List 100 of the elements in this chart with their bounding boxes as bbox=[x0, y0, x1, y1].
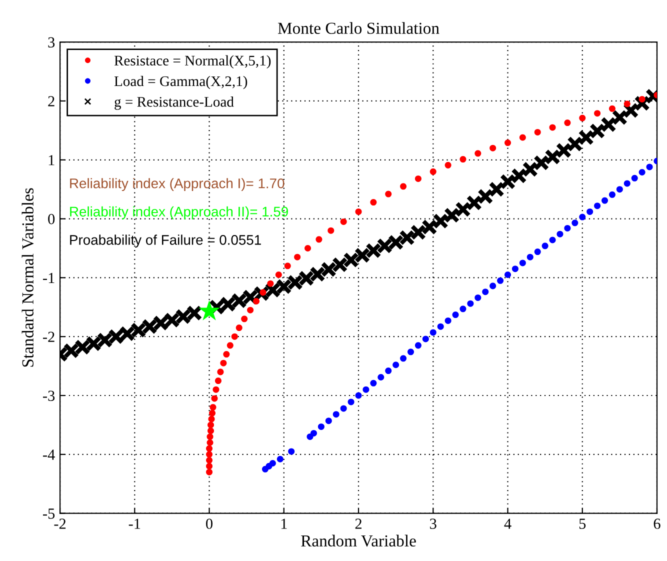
point bbox=[612, 110, 628, 126]
point bbox=[608, 105, 616, 112]
point bbox=[490, 144, 496, 152]
point bbox=[579, 114, 586, 122]
annotation: Reliability index (Approach II)= 1.59 bbox=[70, 206, 288, 220]
point bbox=[572, 220, 578, 226]
y-tick-label: -4 bbox=[43, 450, 55, 460]
point bbox=[206, 439, 214, 446]
point bbox=[482, 288, 489, 296]
point bbox=[226, 342, 234, 349]
point bbox=[206, 457, 213, 464]
point bbox=[624, 100, 630, 108]
point bbox=[624, 180, 630, 187]
point bbox=[504, 140, 512, 146]
point bbox=[231, 333, 238, 340]
point bbox=[206, 445, 213, 452]
point bbox=[208, 416, 215, 422]
point bbox=[378, 374, 384, 380]
point bbox=[490, 282, 496, 290]
point bbox=[460, 306, 466, 312]
legend-label: Load = Gamma(X,2,1) bbox=[114, 76, 248, 90]
point bbox=[332, 411, 340, 418]
point bbox=[542, 242, 548, 250]
x-tick-label: 4 bbox=[504, 518, 512, 529]
point bbox=[206, 468, 213, 476]
point bbox=[400, 183, 407, 190]
point bbox=[385, 190, 392, 198]
point bbox=[253, 298, 260, 305]
point bbox=[467, 300, 474, 307]
point bbox=[589, 123, 606, 139]
x-tick-label: 5 bbox=[579, 518, 586, 529]
point bbox=[519, 260, 526, 266]
point bbox=[288, 448, 295, 455]
y-tick-label: 2 bbox=[48, 96, 54, 106]
x-axis-title: Random Variable bbox=[301, 534, 416, 547]
y-tick-label: -2 bbox=[43, 332, 54, 342]
point bbox=[594, 110, 601, 117]
y-axis-title: Standard Normal Variables bbox=[22, 188, 34, 367]
point bbox=[206, 433, 214, 440]
point bbox=[556, 142, 572, 158]
point bbox=[385, 368, 392, 374]
point bbox=[414, 342, 422, 349]
point bbox=[579, 214, 586, 220]
annotation: Reliability index (Approach I)= 1.70 bbox=[70, 178, 284, 192]
legend-label: g = Resistance-Load bbox=[114, 96, 234, 110]
point bbox=[214, 378, 222, 384]
point bbox=[407, 348, 414, 356]
point bbox=[370, 380, 377, 386]
point bbox=[474, 294, 482, 301]
point bbox=[304, 244, 312, 252]
point bbox=[460, 156, 466, 163]
x-tick-label: -1 bbox=[128, 518, 140, 529]
y-tick-label: -1 bbox=[43, 272, 54, 283]
point bbox=[355, 392, 362, 399]
x-tick-label: 3 bbox=[430, 518, 436, 529]
point bbox=[608, 191, 616, 198]
point bbox=[370, 199, 377, 206]
point bbox=[206, 462, 213, 470]
y-tick-label: 0 bbox=[48, 214, 55, 224]
point bbox=[362, 386, 370, 393]
point bbox=[477, 188, 494, 204]
point bbox=[422, 336, 429, 342]
x-tick-label: 6 bbox=[654, 518, 660, 529]
x-tick-label: 1 bbox=[281, 518, 287, 529]
point bbox=[488, 181, 504, 198]
legend-label: Resistace = Normal(X,5,1) bbox=[114, 55, 271, 69]
point bbox=[340, 405, 347, 412]
point bbox=[638, 96, 646, 102]
point bbox=[549, 236, 556, 244]
point bbox=[211, 395, 218, 402]
point bbox=[594, 202, 601, 210]
point bbox=[220, 360, 227, 366]
point bbox=[564, 120, 571, 126]
point bbox=[444, 162, 452, 168]
point bbox=[316, 236, 322, 243]
point bbox=[414, 175, 422, 182]
point bbox=[269, 460, 276, 467]
point bbox=[223, 351, 230, 358]
point bbox=[217, 368, 224, 376]
point bbox=[210, 404, 216, 411]
point bbox=[348, 398, 354, 406]
point bbox=[198, 300, 220, 320]
point bbox=[556, 230, 564, 238]
point bbox=[634, 95, 650, 112]
point bbox=[586, 208, 594, 215]
point bbox=[526, 254, 534, 260]
y-tick-label: 3 bbox=[48, 37, 55, 48]
point bbox=[549, 124, 556, 131]
point bbox=[534, 248, 541, 256]
point bbox=[504, 271, 512, 278]
point bbox=[631, 174, 638, 182]
point bbox=[247, 306, 254, 314]
point bbox=[497, 277, 504, 284]
y-tick-label: -5 bbox=[43, 508, 55, 519]
point bbox=[294, 254, 301, 260]
point bbox=[466, 194, 482, 211]
point bbox=[437, 323, 444, 330]
point bbox=[622, 102, 639, 118]
point bbox=[522, 161, 538, 178]
point bbox=[325, 418, 332, 424]
